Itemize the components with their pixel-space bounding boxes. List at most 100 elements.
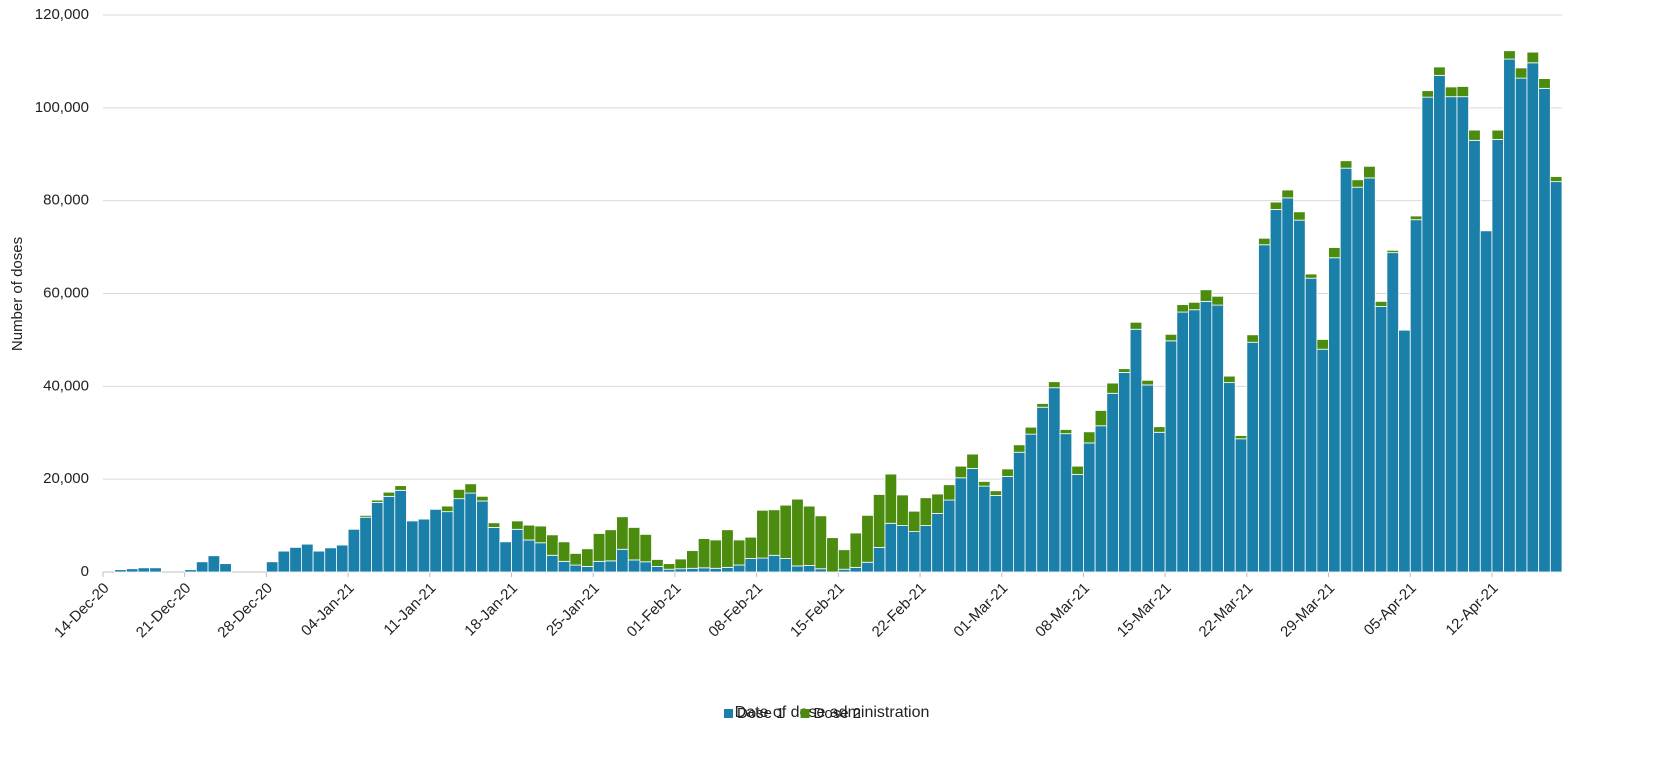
bar-segment	[1456, 96, 1470, 573]
bar-segment	[382, 491, 396, 497]
bar-segment	[1549, 181, 1563, 573]
bar-segment	[557, 560, 571, 573]
bar-segment	[1328, 247, 1341, 259]
bar-segment	[1083, 431, 1096, 444]
bar-segment	[861, 561, 874, 573]
bar-segment	[1164, 340, 1178, 573]
bar-segment	[616, 548, 629, 573]
bar-segment	[802, 505, 816, 566]
bar-segment	[1363, 177, 1376, 573]
legend-label: Dose 1	[737, 705, 785, 722]
x-tick-label: 14-Dec-20	[51, 580, 113, 642]
bar-segment	[371, 501, 384, 573]
bar-segment	[1013, 451, 1026, 573]
bar-segment	[1223, 375, 1236, 384]
bar-segment	[662, 568, 676, 573]
bar-segment	[721, 529, 734, 568]
bar-segment	[1503, 58, 1516, 573]
bar-segment	[441, 505, 454, 513]
bar-segment	[1433, 66, 1446, 76]
bar-segment	[1024, 426, 1038, 435]
bar-segment	[114, 569, 127, 573]
bar-segment	[1036, 403, 1049, 408]
bar-segment	[1514, 67, 1528, 79]
bar-segment	[1316, 339, 1329, 350]
bar-segment	[1199, 300, 1213, 573]
bar-segment	[1468, 129, 1481, 141]
bar-segment	[651, 559, 664, 567]
bar-segment	[534, 542, 547, 573]
bar-segment	[978, 485, 991, 573]
bar-segment	[674, 558, 687, 570]
bar-segment	[1398, 329, 1411, 573]
bar-segment	[476, 495, 489, 502]
bar-segment	[709, 567, 723, 573]
bar-segment	[1024, 433, 1038, 573]
bar-segment	[744, 536, 758, 559]
bar-segment	[861, 514, 874, 563]
bar-segment	[1328, 257, 1341, 573]
x-tick-label: 25-Jan-21	[543, 580, 603, 640]
bar-segment	[872, 494, 886, 548]
bar-segment	[546, 534, 559, 556]
bar-segment	[1234, 438, 1248, 573]
bar-segment	[557, 541, 571, 562]
bar-segment	[1048, 387, 1061, 573]
bar-segment	[942, 484, 956, 501]
y-tick-label: 80,000	[43, 192, 89, 209]
bar-segment	[1444, 96, 1458, 573]
bar-segment	[1223, 382, 1236, 573]
bar-segment	[966, 468, 979, 573]
bar-segment	[1059, 429, 1073, 435]
bar-segment	[546, 554, 559, 573]
bar-segment	[312, 550, 326, 573]
bar-segment	[1281, 189, 1294, 199]
bar-segment	[1118, 372, 1131, 573]
bar-segment	[464, 492, 477, 573]
bar-segment	[756, 509, 769, 559]
bar-segment	[767, 554, 781, 573]
x-tick-label: 04-Jan-21	[298, 580, 358, 640]
bar-segment	[289, 546, 302, 573]
bar-segment	[814, 568, 828, 573]
x-tick-label: 05-Apr-21	[1361, 580, 1420, 639]
bar-segment	[616, 516, 629, 550]
bar-segment	[1129, 321, 1143, 330]
bar-segment	[581, 566, 594, 573]
bar-segment	[347, 528, 361, 573]
bar-segment	[1491, 138, 1505, 573]
bar-segment	[184, 569, 197, 573]
bar-segment	[1036, 406, 1049, 573]
bar-segment	[791, 565, 804, 573]
bar-segment	[709, 539, 723, 569]
bar-segment	[359, 516, 372, 573]
bar-segment	[837, 568, 851, 573]
bar-segment	[942, 499, 956, 573]
bar-segment	[627, 527, 641, 561]
bar-segment	[1386, 249, 1399, 254]
bar-segment	[1118, 368, 1131, 373]
x-tick-label: 01-Mar-21	[950, 580, 1011, 641]
bar-segment	[1468, 139, 1481, 573]
bar-segment	[1538, 87, 1551, 573]
bar-segment	[1176, 311, 1189, 573]
bar-segment	[814, 515, 828, 570]
bar-segment	[1538, 78, 1551, 89]
bar-segment	[791, 498, 804, 567]
y-tick-label: 20,000	[43, 470, 89, 487]
x-axis-title: Date of dose administration	[735, 704, 930, 721]
bar-segment	[779, 558, 793, 573]
bar-segment	[1258, 237, 1271, 246]
bar-segment	[1526, 62, 1540, 573]
bar-segment	[324, 547, 337, 573]
bar-segment	[697, 538, 711, 569]
bar-segment	[907, 510, 921, 533]
bar-segment	[686, 550, 699, 569]
bar-segment	[429, 508, 442, 573]
bar-segment	[849, 566, 863, 573]
y-tick-label: 60,000	[43, 284, 89, 301]
bar-segment	[744, 558, 758, 573]
bar-segment	[1293, 211, 1306, 221]
bar-segment	[394, 489, 407, 573]
